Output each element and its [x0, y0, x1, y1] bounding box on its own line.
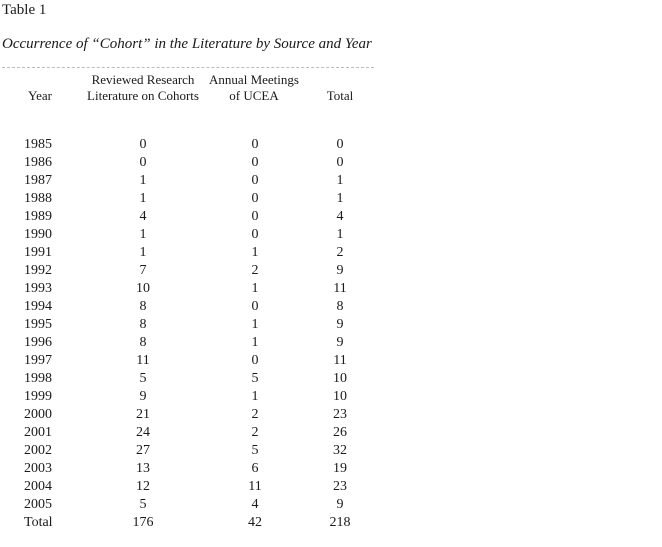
cell-research: 10: [136, 281, 150, 296]
cell-ucea: 0: [251, 191, 259, 206]
cell-total: 10: [333, 371, 347, 386]
cell-year: 1994: [24, 299, 52, 314]
cell-ucea: 4: [251, 497, 259, 512]
table-title: Occurrence of “Cohort” in the Literature…: [2, 36, 372, 52]
cell-ucea: 0: [251, 155, 259, 170]
cell-ucea: 5: [251, 443, 259, 458]
cell-total: 32: [333, 443, 347, 458]
cell-total: 1: [336, 173, 344, 188]
cell-year: 1997: [24, 353, 52, 368]
cell-research: 8: [139, 299, 147, 314]
cell-total: 26: [333, 425, 347, 440]
cell-total: 23: [333, 407, 347, 422]
header-ucea-line1: Annual Meetings: [209, 72, 299, 87]
cell-ucea: 1: [251, 389, 259, 404]
cell-ucea: 2: [251, 263, 259, 278]
cell-ucea: 0: [251, 353, 259, 368]
cell-ucea: 2: [251, 407, 259, 422]
cell-total: 218: [329, 515, 351, 530]
cell-total: 2: [336, 245, 344, 260]
cell-research: 1: [139, 245, 147, 260]
cell-research: 27: [136, 443, 150, 458]
cell-ucea: 1: [251, 245, 259, 260]
header-total: Total: [326, 88, 354, 103]
cell-ucea: 1: [251, 335, 259, 350]
cell-research: 0: [139, 137, 147, 152]
header-ucea-line2: of UCEA: [229, 88, 279, 103]
cell-year: 1993: [24, 281, 52, 296]
cell-year: 1992: [24, 263, 52, 278]
cell-year: 1987: [24, 173, 52, 188]
header-ucea: Annual Meetings of UCEA: [202, 72, 306, 104]
cell-year: 2001: [24, 425, 52, 440]
cell-total: 11: [333, 281, 347, 296]
header-research-line2: Literature on Cohorts: [87, 88, 199, 103]
cell-ucea: 6: [251, 461, 259, 476]
cell-ucea: 0: [251, 173, 259, 188]
cell-year: 2005: [24, 497, 52, 512]
cell-research: 5: [139, 371, 147, 386]
cell-research: 13: [136, 461, 150, 476]
cell-ucea: 1: [251, 281, 259, 296]
cell-ucea: 1: [251, 317, 259, 332]
cell-year: 1988: [24, 191, 52, 206]
cell-year: 1991: [24, 245, 52, 260]
cell-total: 4: [336, 209, 344, 224]
cell-research: 12: [136, 479, 150, 494]
cell-year: 1989: [24, 209, 52, 224]
cell-year: 1986: [24, 155, 52, 170]
cell-year: 1999: [24, 389, 52, 404]
cell-year: 2000: [24, 407, 52, 422]
cell-research: 5: [139, 497, 147, 512]
cell-year: Total: [24, 515, 53, 530]
cell-total: 9: [336, 497, 344, 512]
cell-year: 2003: [24, 461, 52, 476]
cell-research: 21: [136, 407, 150, 422]
cell-total: 0: [336, 155, 344, 170]
cell-research: 0: [139, 155, 147, 170]
cell-ucea: 0: [251, 227, 259, 242]
cell-total: 11: [333, 353, 347, 368]
cell-research: 4: [139, 209, 147, 224]
cell-total: 1: [336, 191, 344, 206]
cell-research: 1: [139, 227, 147, 242]
cell-research: 176: [132, 515, 154, 530]
cell-research: 1: [139, 173, 147, 188]
cell-year: 1998: [24, 371, 52, 386]
header-year: Year: [28, 88, 52, 103]
cell-research: 11: [136, 353, 150, 368]
cell-ucea: 0: [251, 299, 259, 314]
cell-year: 2004: [24, 479, 52, 494]
header-rule: [2, 67, 374, 68]
cell-ucea: 11: [248, 479, 262, 494]
header-research-line1: Reviewed Research: [91, 72, 195, 87]
cell-total: 0: [336, 137, 344, 152]
cell-ucea: 0: [251, 209, 259, 224]
cell-research: 1: [139, 191, 147, 206]
cell-year: 1990: [24, 227, 52, 242]
cell-ucea: 2: [251, 425, 259, 440]
cell-ucea: 5: [251, 371, 259, 386]
cell-research: 24: [136, 425, 150, 440]
cell-year: 1996: [24, 335, 52, 350]
cell-total: 9: [336, 263, 344, 278]
cell-total: 23: [333, 479, 347, 494]
cell-ucea: 42: [248, 515, 262, 530]
table-label: Table 1: [2, 2, 47, 18]
cell-total: 19: [333, 461, 347, 476]
cell-total: 1: [336, 227, 344, 242]
cell-total: 10: [333, 389, 347, 404]
cell-year: 1985: [24, 137, 52, 152]
cell-research: 9: [139, 389, 147, 404]
cell-research: 8: [139, 317, 147, 332]
cell-year: 1995: [24, 317, 52, 332]
cell-research: 8: [139, 335, 147, 350]
cell-ucea: 0: [251, 137, 259, 152]
cell-total: 9: [336, 317, 344, 332]
header-research: Reviewed Research Literature on Cohorts: [80, 72, 206, 104]
cell-year: 2002: [24, 443, 52, 458]
cell-research: 7: [139, 263, 147, 278]
cell-total: 9: [336, 335, 344, 350]
cell-total: 8: [336, 299, 344, 314]
